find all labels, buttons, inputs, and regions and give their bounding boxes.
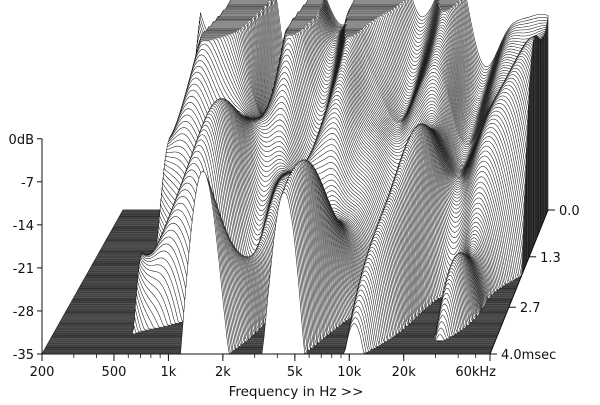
chart-axes: 0dB -7 -14 -21 -28 -35 200 500 1k 2k 5k 10k 20k 60kHz… — [9, 133, 580, 380]
time-axis-line — [489, 209, 549, 355]
y-tick-label: 0dB — [9, 133, 34, 148]
x-tick-label: 60kHz — [455, 365, 496, 380]
time-tick-label: 1.3 — [540, 251, 561, 266]
x-tick-label: 5k — [287, 365, 303, 380]
x-tick-label: 20k — [392, 365, 417, 380]
time-tick-label: 2.7 — [520, 301, 541, 316]
x-tick-label: 1k — [161, 365, 177, 380]
chart-slices — [42, 0, 549, 355]
y-tick-label: -28 — [13, 305, 34, 320]
y-tick-label: -21 — [13, 262, 34, 277]
y-tick-label: -7 — [21, 176, 34, 191]
x-tick-label: 2k — [215, 365, 231, 380]
x-axis-title: Frequency in Hz >> — [229, 384, 364, 400]
x-tick-label: 500 — [102, 365, 127, 380]
time-tick-label: 4.0msec — [501, 348, 556, 363]
x-tick-label: 10k — [337, 365, 362, 380]
y-tick-label: -35 — [13, 348, 34, 363]
y-tick-label: -14 — [13, 219, 34, 234]
x-tick-label: 200 — [30, 365, 55, 380]
time-tick-label: 0.0 — [559, 204, 580, 219]
